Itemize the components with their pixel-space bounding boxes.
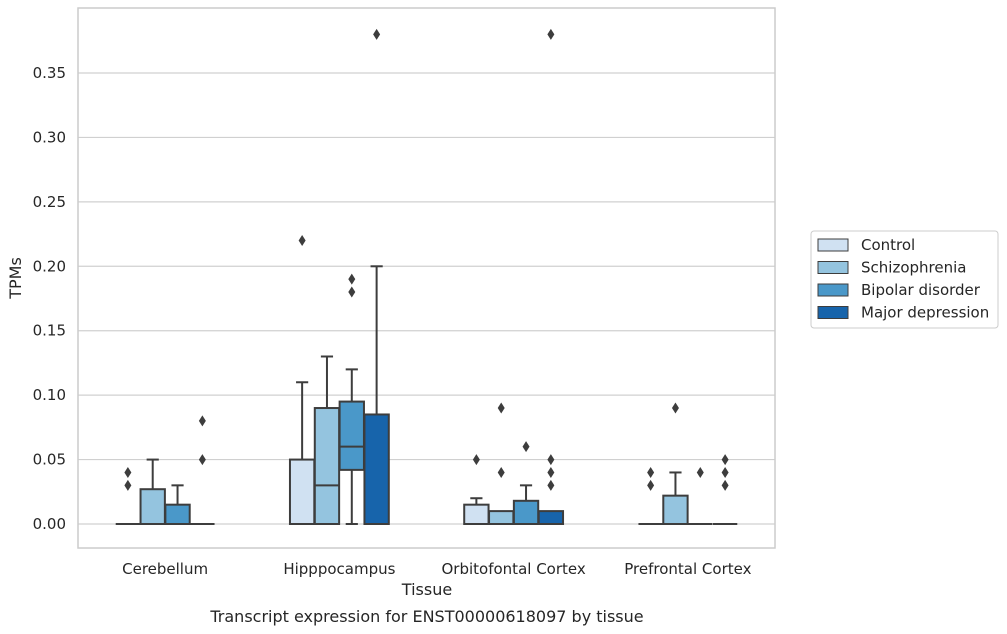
box-1-1 [313, 355, 341, 525]
box-1-2 [338, 273, 365, 525]
box-1-3 [363, 28, 390, 526]
outlier-point [497, 466, 505, 478]
box [662, 494, 689, 525]
outlier-point [721, 466, 729, 478]
box-1-0 [288, 235, 316, 526]
outlier-point [671, 402, 679, 414]
box-3-3 [712, 454, 738, 525]
outlier-point [124, 466, 132, 478]
outlier-point [647, 479, 655, 491]
outlier-point [497, 402, 505, 414]
x-tick-label: Cerebellum [122, 560, 208, 578]
box [139, 488, 166, 525]
legend-frame [810, 230, 999, 329]
outlier-point [547, 454, 555, 466]
outlier-point [547, 466, 555, 478]
legend-label: Major depression [861, 304, 989, 322]
x-tick-label: Hipppocampus [283, 560, 395, 578]
y-tick-label: 0.25 [33, 193, 66, 211]
plot-frame [77, 7, 776, 549]
outlier-point [373, 28, 381, 40]
box-0-2 [164, 484, 191, 525]
outlier-point [298, 235, 306, 247]
outlier-point [472, 454, 480, 466]
outlier-point [198, 415, 206, 427]
box-2-0 [463, 454, 490, 525]
box [338, 400, 365, 471]
legend-label: Schizophrenia [861, 259, 966, 277]
outlier-point [198, 454, 206, 466]
outlier-point [696, 466, 704, 478]
box [537, 510, 565, 526]
box [488, 510, 515, 526]
legend-swatch [817, 306, 849, 319]
x-tick-label: Prefrontal Cortex [624, 560, 751, 578]
box [288, 458, 316, 526]
legend-label: Bipolar disorder [861, 281, 981, 299]
box-2-1 [488, 402, 515, 526]
y-axis-label: TPMs [6, 257, 25, 300]
box [363, 413, 390, 526]
box-0-1 [139, 458, 166, 525]
outlier-point [721, 479, 729, 491]
y-tick-label: 0.00 [33, 515, 66, 533]
box-2-3 [537, 28, 565, 526]
outlier-point [547, 479, 555, 491]
legend-swatch [817, 238, 849, 252]
outlier-point [547, 28, 555, 40]
outlier-point [348, 273, 356, 285]
box [164, 503, 191, 525]
x-axis-label: Tissue [401, 580, 452, 599]
legend-label: Control [861, 236, 915, 254]
y-tick-label: 0.05 [33, 451, 66, 469]
y-tick-label: 0.20 [33, 257, 66, 275]
x-tick-label: Orbitofontal Cortex [442, 560, 586, 578]
y-tick-label: 0.30 [33, 128, 66, 146]
outlier-point [124, 479, 132, 491]
box [313, 407, 341, 525]
legend: Control Schizophrenia Bipolar disorder Majo… [810, 230, 999, 329]
box-0-3 [190, 415, 215, 525]
box-3-0 [638, 466, 663, 525]
outlier-point [522, 441, 530, 453]
box-3-2 [688, 466, 713, 525]
box [463, 503, 490, 525]
outlier-point [721, 454, 729, 466]
box-3-1 [662, 402, 689, 525]
box [512, 499, 540, 526]
y-tick-label: 0.10 [33, 386, 66, 404]
grid-lines [78, 72, 775, 525]
x-axis-ticks: Cerebellum Hipppocampus Orbitofontal Corte… [122, 560, 751, 578]
y-tick-label: 0.15 [33, 322, 66, 340]
outlier-point [348, 286, 356, 298]
box-0-0 [115, 466, 141, 525]
outlier-point [647, 466, 655, 478]
legend-swatch [817, 283, 849, 297]
box-2-2 [512, 441, 540, 526]
chart-title: Transcript expression for ENST0000061809… [209, 607, 643, 626]
y-axis-ticks: 0.00 0.05 0.10 0.15 0.20 0.25 0.30 0.35 [33, 64, 66, 533]
y-tick-label: 0.35 [33, 64, 66, 82]
legend-swatch [817, 261, 849, 274]
box-plot-marks [115, 28, 738, 526]
